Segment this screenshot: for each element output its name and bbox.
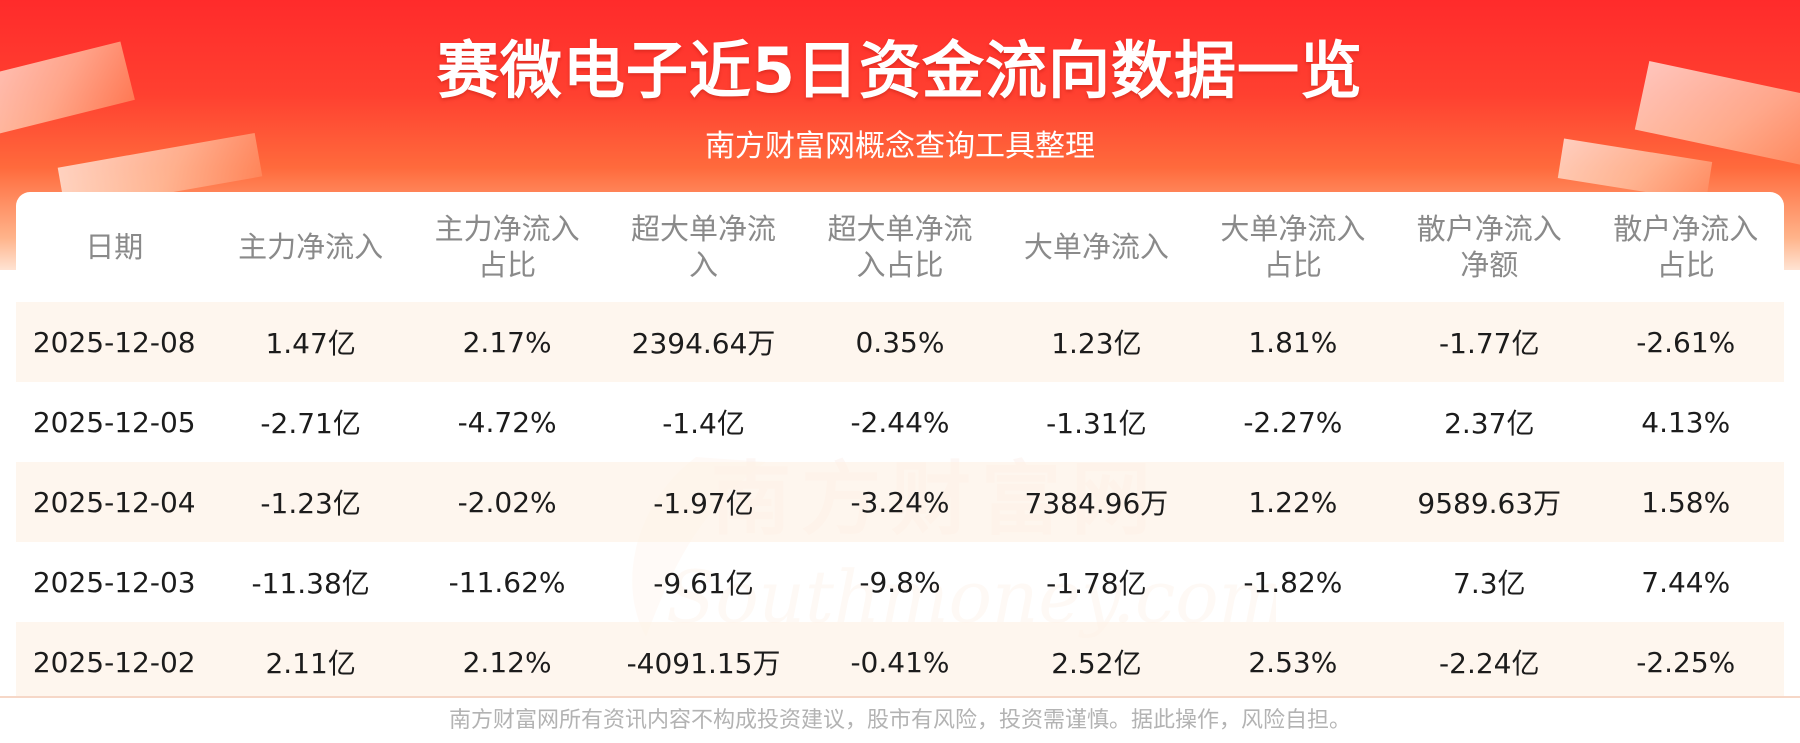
value-cell: -11.38亿 xyxy=(212,542,409,622)
value-cell: -2.02% xyxy=(408,462,606,542)
value-cell: 9589.63万 xyxy=(1391,462,1588,542)
value-cell: 2.37亿 xyxy=(1391,382,1588,462)
value-cell: -4.72% xyxy=(408,382,606,462)
value-cell: -9.61亿 xyxy=(605,542,802,622)
value-cell: -1.78亿 xyxy=(998,542,1195,622)
value-cell: -2.25% xyxy=(1587,622,1784,696)
column-header-label: 占比 xyxy=(478,248,537,282)
column-header-label: 散户净流入 xyxy=(1416,212,1562,246)
date-cell: 2025-12-08 xyxy=(16,302,213,382)
value-cell: -1.31亿 xyxy=(998,382,1195,462)
table-row: 2025-12-04 -1.23亿 -2.02% -1.97亿 -3.24% 7384.9… xyxy=(16,462,1784,542)
date-cell: 2025-12-02 xyxy=(16,622,213,696)
value-cell: -2.24亿 xyxy=(1391,622,1588,696)
column-header-label: 日期 xyxy=(85,230,144,264)
value-cell: -2.71亿 xyxy=(212,382,409,462)
page-subtitle: 南方财富网概念查询工具整理 xyxy=(705,129,1095,164)
column-header-label: 超大单净流 xyxy=(827,212,973,246)
value-cell: -1.4亿 xyxy=(605,382,802,462)
column-header: 主力净流入 占比 xyxy=(409,192,605,302)
column-header-label: 散户净流入 xyxy=(1613,212,1759,246)
column-header: 超大单净流 入占比 xyxy=(802,192,998,302)
value-cell: -1.82% xyxy=(1194,542,1392,622)
value-cell: -1.77亿 xyxy=(1391,302,1588,382)
date-cell: 2025-12-03 xyxy=(16,542,213,622)
column-header-label: 大单净流入 xyxy=(1220,212,1366,246)
value-cell: -11.62% xyxy=(408,542,606,622)
date-cell: 2025-12-04 xyxy=(16,462,213,542)
table-body: 2025-12-08 1.47亿 2.17% 2394.64万 0.35% 1.23亿 1.… xyxy=(16,302,1784,696)
footer-divider xyxy=(0,696,1800,698)
value-cell: -2.27% xyxy=(1194,382,1392,462)
column-header-label: 占比 xyxy=(1263,248,1322,282)
value-cell: 1.58% xyxy=(1587,462,1784,542)
value-cell: 1.23亿 xyxy=(998,302,1195,382)
footer-disclaimer: 南方财富网所有资讯内容不构成投资建议，股市有风险，投资需谨慎。据此操作，风险自担… xyxy=(0,698,1800,743)
value-cell: -9.8% xyxy=(801,542,999,622)
value-cell: -4091.15万 xyxy=(605,622,802,696)
column-header-label: 主力净流入 xyxy=(434,212,580,246)
column-header-label: 入占比 xyxy=(856,248,944,282)
value-cell: -1.97亿 xyxy=(605,462,802,542)
column-header: 散户净流入 占比 xyxy=(1588,192,1785,302)
value-cell: 2.11亿 xyxy=(212,622,409,696)
value-cell: 2.53% xyxy=(1194,622,1392,696)
value-cell: 7.44% xyxy=(1587,542,1784,622)
date-cell: 2025-12-05 xyxy=(16,382,213,462)
column-header-label: 主力净流入 xyxy=(238,230,384,264)
table-row: 2025-12-05 -2.71亿 -4.72% -1.4亿 -2.44% -1.31亿 -… xyxy=(16,382,1784,462)
column-header: 大单净流入 xyxy=(998,192,1194,302)
page-title: 赛微电子近5日资金流向数据一览 xyxy=(436,34,1364,107)
value-cell: -2.44% xyxy=(801,382,999,462)
column-header: 日期 xyxy=(16,192,212,302)
value-cell: 7384.96万 xyxy=(998,462,1195,542)
column-header-label: 超大单净流 xyxy=(631,212,777,246)
value-cell: 2.52亿 xyxy=(998,622,1195,696)
value-cell: -1.23亿 xyxy=(212,462,409,542)
value-cell: 1.47亿 xyxy=(212,302,409,382)
value-cell: 7.3亿 xyxy=(1391,542,1588,622)
value-cell: 2.12% xyxy=(408,622,606,696)
column-header-label: 入 xyxy=(689,248,719,282)
table-panel: 南方财富网 Southmoney.com 日期主力净流入主力净流入占比超大单净流… xyxy=(16,192,1784,696)
value-cell: -3.24% xyxy=(801,462,999,542)
column-header: 大单净流入 占比 xyxy=(1195,192,1391,302)
value-cell: 1.22% xyxy=(1194,462,1392,542)
fund-flow-table: 日期 主力净流入 主力净流入 占比 超大单净流入超大单净流 入占比 大单净流入 大单净流入 占比… xyxy=(16,192,1784,696)
column-header-label: 占比 xyxy=(1656,248,1715,282)
column-header-label: 大单净流入 xyxy=(1023,230,1169,264)
table-row: 2025-12-02 2.11亿 2.12% -4091.15万 -0.41% 2.52亿… xyxy=(16,622,1784,696)
column-header: 散户净流入 净额 xyxy=(1391,192,1587,302)
value-cell: 4.13% xyxy=(1587,382,1784,462)
value-cell: 2394.64万 xyxy=(605,302,802,382)
column-header: 超大单净流入 xyxy=(605,192,801,302)
value-cell: 2.17% xyxy=(408,302,606,382)
value-cell: 1.81% xyxy=(1194,302,1392,382)
table-header-row: 日期 主力净流入 主力净流入 占比 超大单净流入超大单净流 入占比 大单净流入 大单净流入 占比… xyxy=(16,192,1784,302)
table-row: 2025-12-03 -11.38亿 -11.62% -9.61亿 -9.8% -1.78… xyxy=(16,542,1784,622)
value-cell: 0.35% xyxy=(801,302,999,382)
column-header-label: 净额 xyxy=(1460,248,1519,282)
table-row: 2025-12-08 1.47亿 2.17% 2394.64万 0.35% 1.23亿 1.… xyxy=(16,302,1784,382)
value-cell: -2.61% xyxy=(1587,302,1784,382)
value-cell: -0.41% xyxy=(801,622,999,696)
column-header: 主力净流入 xyxy=(212,192,408,302)
